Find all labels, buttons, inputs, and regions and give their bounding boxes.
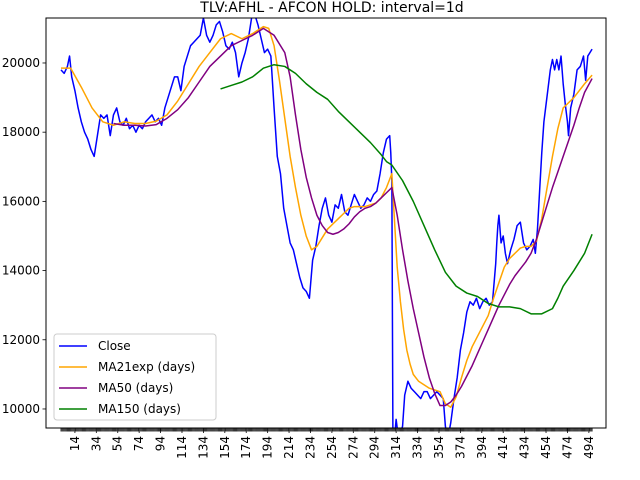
x-tick-label: 414	[496, 436, 510, 459]
x-tick-label: 394	[475, 436, 489, 459]
y-tick-label: 14000	[2, 264, 40, 278]
x-tick-label: 34	[89, 436, 103, 451]
x-tick-label: 94	[154, 436, 168, 451]
y-tick-label: 20000	[2, 56, 40, 70]
x-tick-label: 54	[111, 436, 125, 451]
series-line-3	[220, 63, 593, 315]
legend-frame	[53, 333, 217, 421]
legend-label: Close	[98, 339, 131, 353]
x-tick-label: 274	[346, 436, 360, 459]
legend-label: MA21exp (days)	[98, 360, 195, 374]
x-tick-label: 254	[325, 436, 339, 459]
series-layer	[60, 18, 593, 428]
y-tick-label: 18000	[2, 125, 40, 139]
y-tick-label: 12000	[2, 333, 40, 347]
x-tick-label: 154	[218, 436, 232, 459]
x-tick-label: 114	[175, 436, 189, 459]
y-tick-label: 10000	[2, 402, 40, 416]
x-tick-label: 354	[432, 436, 446, 459]
x-tick-label: 74	[132, 436, 146, 451]
x-tick-label: 434	[518, 436, 532, 459]
chart-title: TLV:AFHL - AFCON HOLD: interval=1d	[199, 0, 463, 16]
x-tick-label: 14	[68, 436, 82, 451]
y-axis: 10000 12000 14000 16000 18000 20000	[2, 56, 46, 416]
x-tick-label: 134	[196, 436, 210, 459]
x-tick-label: 494	[582, 436, 596, 459]
x-tick-label: 334	[411, 436, 425, 459]
x-tick-label: 374	[453, 436, 467, 459]
x-tick-label: 214	[282, 436, 296, 459]
x-tick-label: 294	[368, 436, 382, 459]
x-tick-label: 314	[389, 436, 403, 459]
legend: Close MA21exp (days) MA50 (days) MA150 (day…	[53, 333, 217, 421]
y-tick-label: 16000	[2, 194, 40, 208]
x-tick-label: 454	[539, 436, 553, 459]
series-line-1	[60, 25, 593, 408]
legend-label: MA50 (days)	[98, 381, 173, 395]
x-tick-label: 194	[261, 436, 275, 459]
x-axis: 14 34 54 74 94 114 134 154 174 194 214 234 254 274 294…	[60, 428, 596, 459]
x-tick-label: 234	[303, 436, 317, 459]
x-tick-label: 474	[560, 436, 574, 459]
legend-label: MA150 (days)	[98, 402, 181, 416]
series-line-2	[113, 27, 593, 407]
x-tick-label: 174	[239, 436, 253, 459]
plot-frame	[45, 17, 607, 429]
